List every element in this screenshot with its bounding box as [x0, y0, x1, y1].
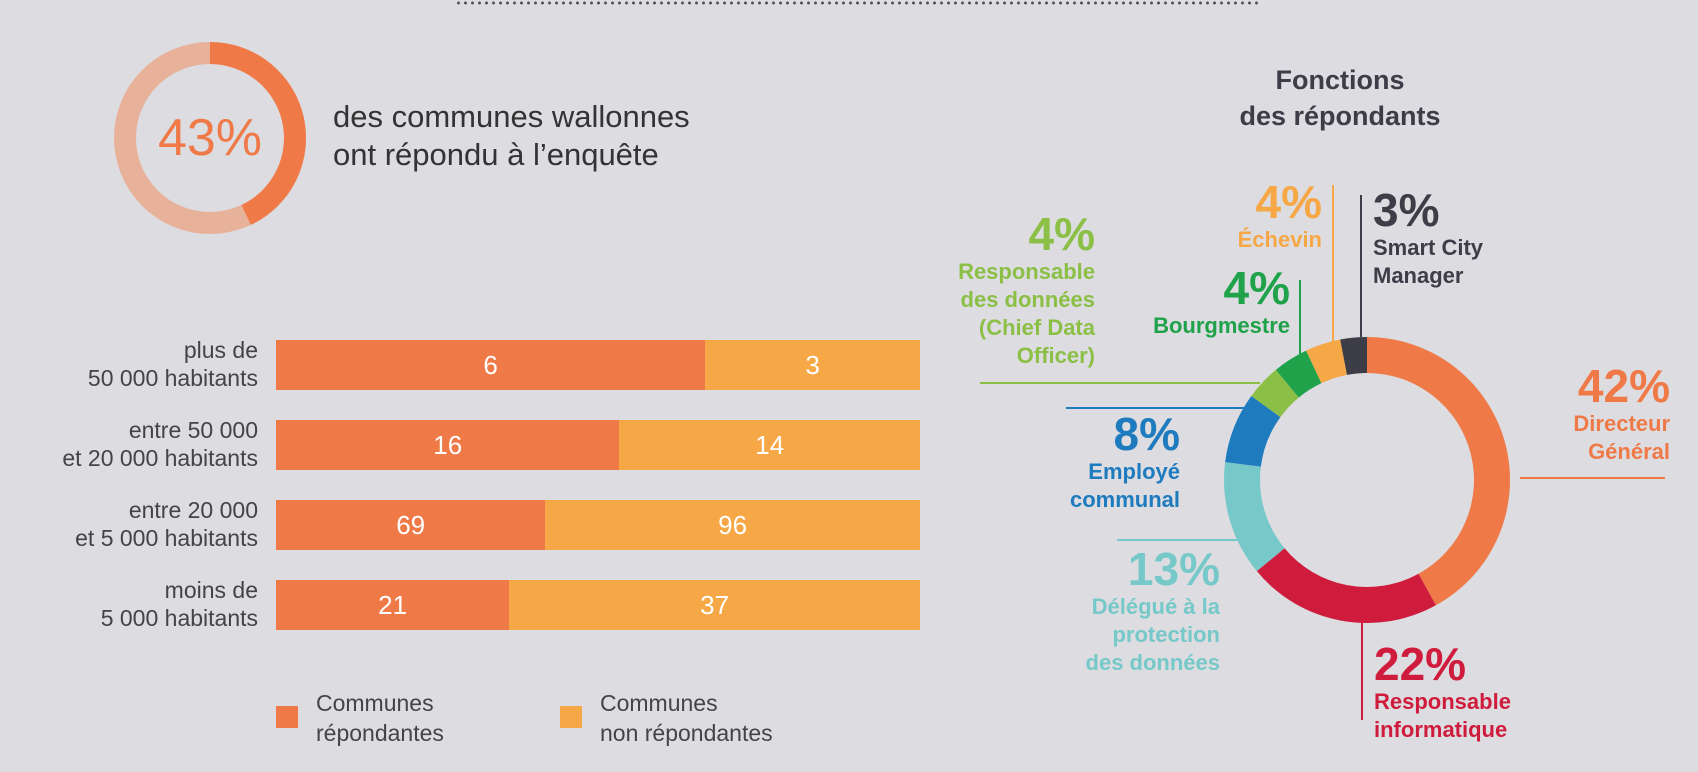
response-rate-text-line1: des communes wallonnes	[333, 99, 690, 134]
donut-slice-label: 8% Employé communal	[1000, 410, 1180, 514]
bar-category-label: entre 50 000 et 20 000 habitants	[20, 416, 258, 472]
donut-slice-name-line: informatique	[1374, 717, 1508, 742]
donut-slice-label: 4% Échevin	[1150, 178, 1322, 254]
bar-value-label: 96	[718, 509, 748, 540]
donut-slice-label: 42% Directeur Général	[1480, 362, 1670, 466]
donut-slice	[1256, 548, 1436, 623]
bar-segment-respondents: 21	[276, 580, 510, 630]
bar-segment-non-respondents: 37	[509, 580, 920, 630]
ring-progress-arc	[209, 42, 306, 225]
response-rate-ring	[114, 42, 306, 234]
legend-swatch-respondents	[276, 706, 298, 728]
bar-segment-non-respondents: 96	[545, 500, 920, 550]
donut-slice-label: 4% Bourgmestre	[1060, 264, 1290, 340]
donut-slice-percent: 42%	[1577, 360, 1670, 412]
bar-segment-respondents: 69	[276, 500, 546, 550]
donut-slice-name-line: Directeur	[1573, 411, 1670, 436]
donut-slice-percent: 13%	[1127, 543, 1220, 595]
donut-slice	[1251, 369, 1299, 418]
donut-slice-name-line: Responsable	[1374, 689, 1511, 714]
bar-segment-respondents: 6	[276, 340, 706, 390]
donut-slice-name-line: Délégué à la	[1091, 594, 1220, 619]
bar-category-label-line: moins de	[164, 577, 258, 603]
donut-slice-name-line: des données	[1085, 650, 1220, 675]
donut-slice-label: 4% Responsable des données (Chief Data Offic…	[880, 210, 1095, 370]
legend-label-non-respondents: Communes non répondantes	[600, 688, 773, 748]
donut-slice-name-line: Officer)	[1016, 343, 1095, 368]
bar-category-label-line: entre 20 000	[128, 497, 258, 523]
donut-slice	[1306, 339, 1347, 384]
legend-label-respondents: Communes répondantes	[316, 688, 444, 748]
bar-value-label: 14	[755, 429, 785, 460]
bar-category-label-line: 5 000 habitants	[100, 605, 258, 631]
donut-slice-percent: 22%	[1374, 638, 1467, 690]
donut-slice-label: 13% Délégué à la protection des données	[1030, 545, 1220, 677]
donut-slice-label: 3% Smart City Manager	[1373, 186, 1573, 290]
donut-slice-name-line: Bourgmestre	[1153, 313, 1290, 338]
donut-slice	[1275, 350, 1322, 398]
bar-category-label: moins de 5 000 habitants	[20, 576, 258, 632]
donut-slice-percent: 4%	[1028, 208, 1095, 260]
bar-segment-non-respondents: 14	[619, 420, 920, 470]
donut-title-line1: Fonctions	[1275, 65, 1405, 95]
bar-segment-non-respondents: 3	[705, 340, 920, 390]
bar-value-label: 69	[396, 509, 426, 540]
bar-value-label: 37	[700, 589, 730, 620]
donut-slice-percent: 3%	[1373, 184, 1440, 236]
bar-value-label: 16	[433, 429, 463, 460]
donut-slice	[1340, 337, 1367, 375]
bar-category-label-line: plus de	[183, 337, 258, 363]
donut-slice-name-line: Échevin	[1237, 227, 1322, 252]
legend-swatch-non-respondents	[560, 706, 582, 728]
response-rate-text-line2: ont répondu à l’enquête	[333, 137, 659, 172]
donut-slice-name-line: des données	[960, 287, 1095, 312]
bar-segment-respondents: 16	[276, 420, 620, 470]
bar-row: 69 96	[276, 500, 920, 550]
donut-slice-percent: 4%	[1223, 262, 1290, 314]
donut-slice-name-line: Employé	[1088, 459, 1180, 484]
donut-title-line2: des répondants	[1239, 101, 1441, 131]
bar-category-label-line: et 5 000 habitants	[75, 525, 258, 551]
donut-slice	[1225, 395, 1281, 467]
legend-label-line: non répondantes	[600, 720, 773, 746]
legend-label-line: répondantes	[316, 720, 444, 746]
donut-slice-name-line: communal	[1069, 487, 1180, 512]
donut-slice-percent: 4%	[1255, 176, 1322, 228]
bar-category-label-line: 50 000 habitants	[87, 365, 258, 391]
response-rate-percent: 43%	[157, 109, 263, 167]
bar-value-label: 3	[805, 349, 820, 380]
bar-row: 21 37	[276, 580, 920, 630]
donut-slice-name-line: Manager	[1373, 263, 1464, 288]
donut-slice-percent: 8%	[1113, 408, 1180, 460]
bar-category-label-line: entre 50 000	[128, 417, 258, 443]
donut-slice-name-line: protection	[1112, 622, 1220, 647]
bar-row: 16 14	[276, 420, 920, 470]
donut-slice-name-line: Général	[1588, 439, 1670, 464]
donut-slice-name-line: Smart City	[1373, 235, 1484, 260]
bar-category-label-line: et 20 000 habitants	[62, 445, 258, 471]
legend-label-line: Communes	[316, 690, 434, 716]
donut-slice-name-line: Responsable	[958, 259, 1095, 284]
bar-category-label: entre 20 000 et 5 000 habitants	[20, 496, 258, 552]
donut-chart-title: Fonctions des répondants	[1190, 62, 1490, 134]
bar-value-label: 21	[378, 589, 408, 620]
donut-slice-label: 22% Responsable informatique	[1374, 640, 1574, 744]
bar-value-label: 6	[483, 349, 498, 380]
donut-slice	[1224, 462, 1285, 572]
donut-slice-name-line: (Chief Data	[978, 315, 1095, 340]
response-rate-text: des communes wallonnes ont répondu à l’e…	[333, 98, 753, 174]
bar-category-label: plus de 50 000 habitants	[20, 336, 258, 392]
dotted-divider	[455, 0, 1260, 6]
legend-label-line: Communes	[600, 690, 718, 716]
